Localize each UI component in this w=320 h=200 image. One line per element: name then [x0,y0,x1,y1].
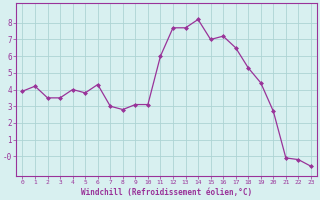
X-axis label: Windchill (Refroidissement éolien,°C): Windchill (Refroidissement éolien,°C) [81,188,252,197]
